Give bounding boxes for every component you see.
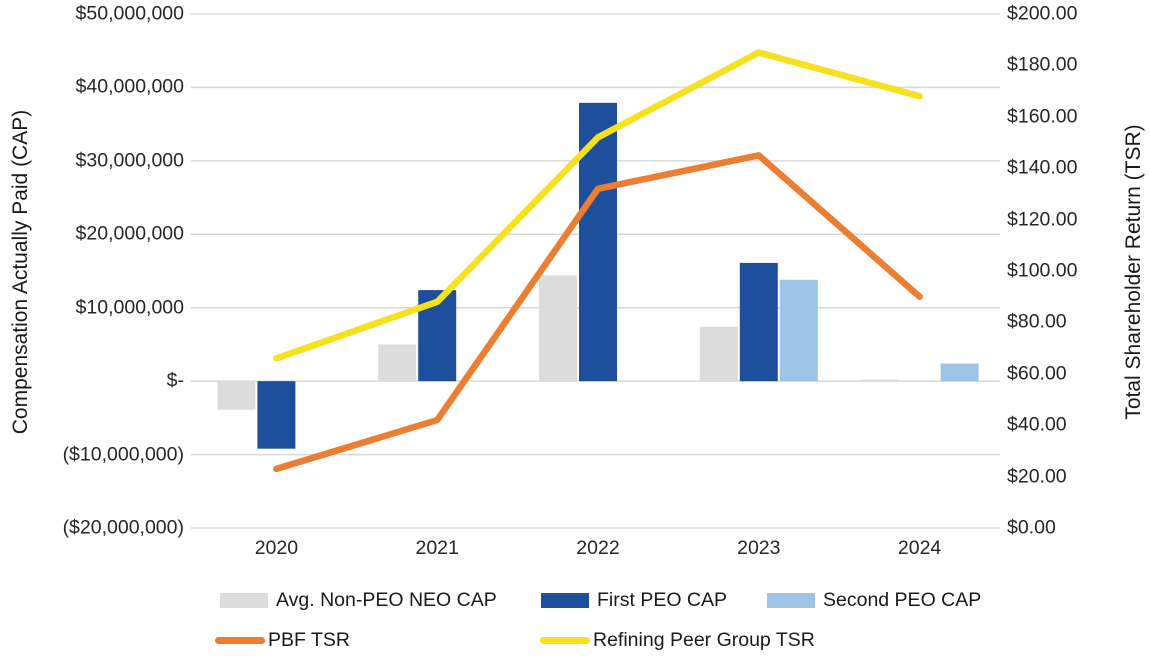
bar-second-peo-cap-2024 [940,363,979,382]
left-axis-tick: $40,000,000 [75,75,184,98]
right-axis-tick: $40.00 [1007,413,1067,436]
right-axis-tick: $60.00 [1007,362,1067,385]
right-axis-tick: $180.00 [1007,53,1078,76]
legend-label-avg-non-peo-neo-cap: Avg. Non-PEO NEO CAP [276,588,497,611]
legend-item-first-peo-cap: First PEO CAP [541,589,727,611]
legend-label-second-peo-cap: Second PEO CAP [823,588,982,611]
right-axis-tick: $160.00 [1007,105,1078,128]
bar-first-peo-cap-2020 [257,381,296,449]
bar-avg-non-peo-neo-cap-2020 [217,381,256,410]
right-axis-tick: $0.00 [1007,516,1056,539]
legend-item-refining-peer-group-tsr: Refining Peer Group TSR [540,629,815,651]
x-axis-label-2021: 2021 [415,537,459,559]
legend-label-first-peo-cap: First PEO CAP [597,588,728,611]
left-axis-tick: $30,000,000 [75,149,184,172]
bar-second-peo-cap-2023 [779,279,818,382]
line-refining-peer-group-tsr [273,49,923,362]
bar-first-peo-cap-2023 [739,262,778,382]
left-axis-tick: ($10,000,000) [62,442,184,465]
bar-avg-non-peo-neo-cap-2021 [378,344,417,382]
legend-item-pbf-tsr: PBF TSR [215,629,350,651]
bar-avg-non-peo-neo-cap-2024 [860,379,899,382]
x-axis-label-2022: 2022 [576,537,620,559]
legend-label-pbf-tsr: PBF TSR [268,628,350,651]
legend-swatch-first-peo-cap [541,592,589,608]
line-pbf-tsr [273,152,923,473]
right-axis-tick: $200.00 [1007,2,1078,25]
right-axis-tick: $140.00 [1007,156,1078,179]
legend-swatch-second-peo-cap [767,592,815,608]
bar-first-peo-cap-2022 [579,102,617,382]
right-axis-tick: $100.00 [1007,259,1078,282]
legend-item-avg-non-peo-neo-cap: Avg. Non-PEO NEO CAP [220,589,497,611]
bar-avg-non-peo-neo-cap-2023 [699,326,738,382]
left-axis-tick: $10,000,000 [75,295,184,318]
legend-swatch-avg-non-peo-neo-cap [220,592,268,608]
bar-avg-non-peo-neo-cap-2022 [539,275,577,382]
right-axis-tick: $120.00 [1007,207,1078,230]
left-axis-tick: ($20,000,000) [62,516,184,539]
x-axis-label-2024: 2024 [897,537,942,559]
legend-label-refining-peer-group-tsr: Refining Peer Group TSR [593,628,815,651]
left-axis-tick: $50,000,000 [75,2,184,25]
x-axis-label-2020: 2020 [254,537,299,559]
legend-swatch-pbf-tsr [215,636,265,644]
legend-swatch-refining-peer-group-tsr [540,636,590,644]
left-axis-tick: $- [166,369,184,392]
left-axis-tick: $20,000,000 [75,222,184,245]
legend-item-second-peo-cap: Second PEO CAP [767,589,981,611]
right-axis-tick: $80.00 [1007,310,1067,333]
x-axis-label-2023: 2023 [737,537,781,559]
right-axis-tick: $20.00 [1007,464,1067,487]
